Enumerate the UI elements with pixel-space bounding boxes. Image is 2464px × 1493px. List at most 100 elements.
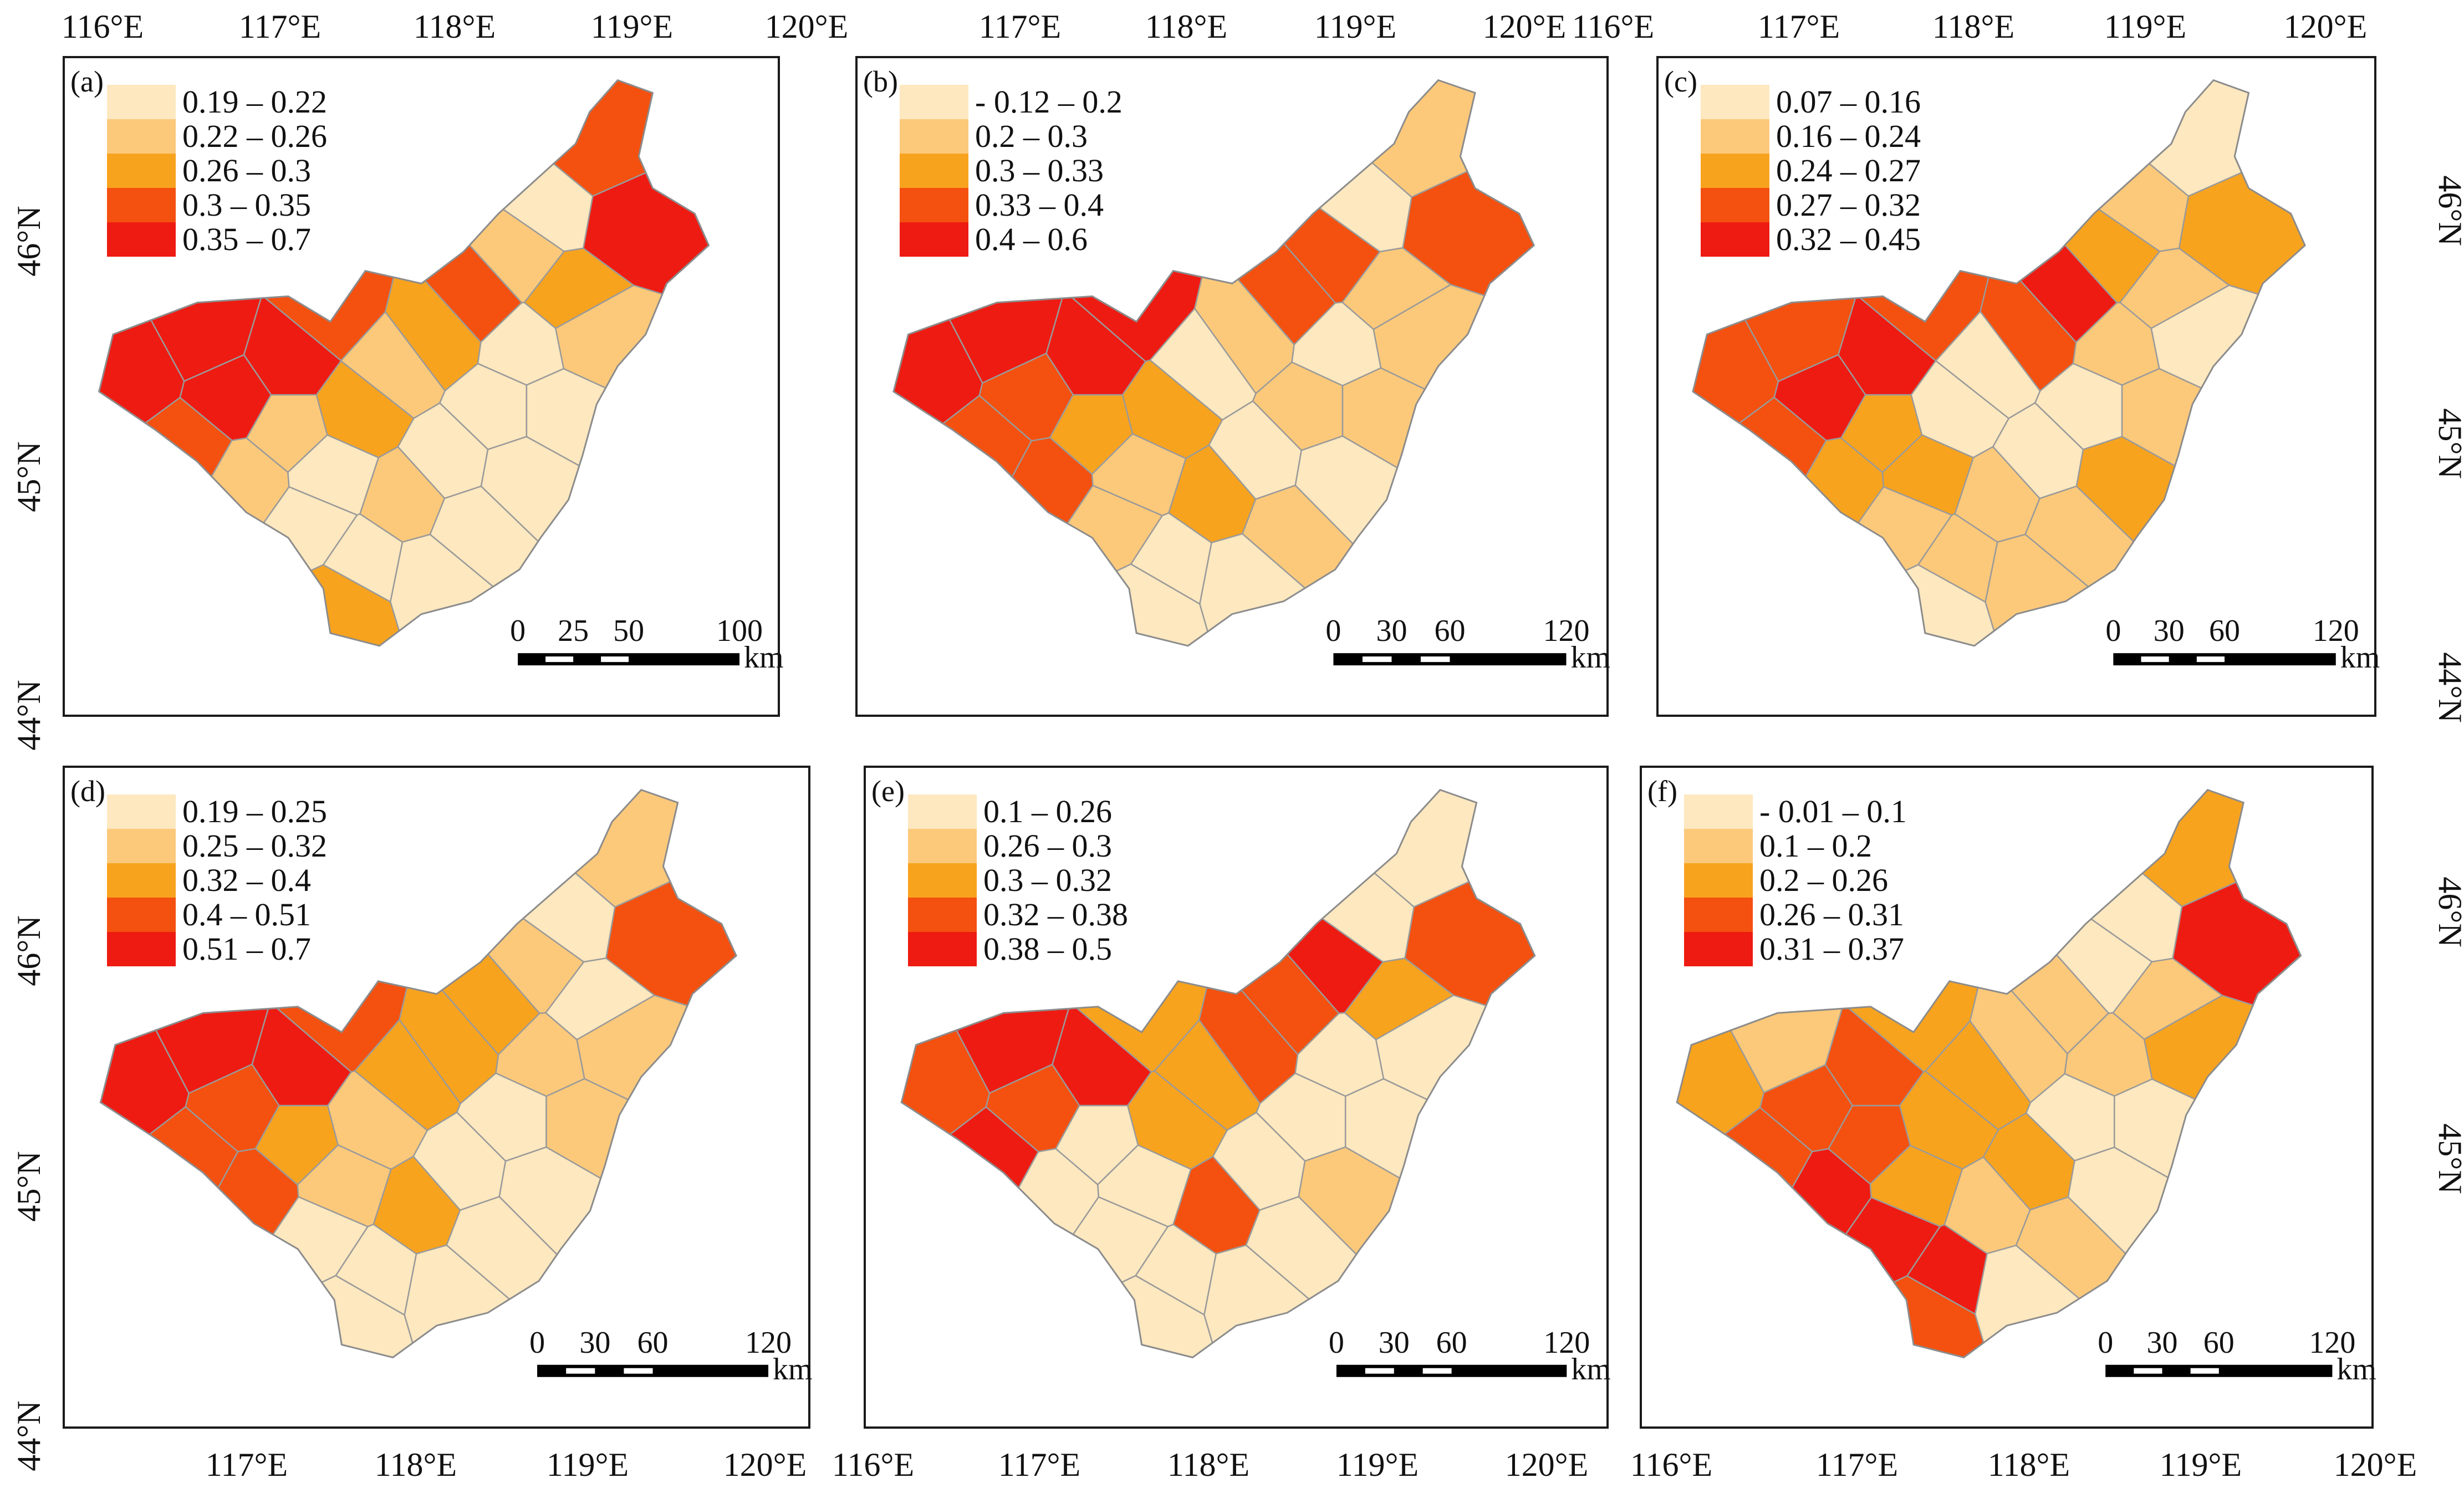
scale-bar-segment — [2141, 656, 2169, 663]
scale-tick-label: 30 — [579, 1326, 610, 1360]
scale-tick-label: 120 — [1543, 614, 1589, 648]
longitude-label: 118°E — [1167, 1446, 1249, 1483]
scale-bar-segment — [2190, 1368, 2219, 1374]
legend-swatch — [1701, 85, 1769, 119]
scale-tick-label: 120 — [1543, 1326, 1590, 1360]
legend-label: 0.26 – 0.3 — [182, 152, 311, 188]
legend-label: 0.19 – 0.22 — [182, 84, 327, 120]
longitude-label: 117°E — [998, 1446, 1080, 1483]
longitude-label: 117°E — [1816, 1446, 1898, 1483]
scale-tick-label: 0 — [2098, 1326, 2113, 1360]
legend-label: 0.32 – 0.38 — [983, 896, 1128, 933]
scale-bar-segment — [545, 656, 574, 663]
scale-unit: km — [1571, 1352, 1611, 1387]
scale-tick-label: 120 — [2313, 614, 2359, 648]
latitude-label: 46°N — [11, 915, 47, 986]
longitude-label: 119°E — [1336, 1446, 1419, 1483]
legend-swatch — [107, 829, 176, 863]
longitude-label: 116°E — [832, 1446, 914, 1483]
legend-label: 0.19 – 0.25 — [182, 793, 327, 829]
latitude-label: 45°N — [2432, 1123, 2464, 1194]
panel-f: (f) - 0.01 – 0.10.1 – 0.20.2 – 0.260.26 –… — [1640, 766, 2376, 1429]
legend-label: - 0.01 – 0.1 — [1759, 793, 1907, 829]
longitude-label: 120°E — [765, 8, 849, 45]
scale-bar-segment — [566, 1368, 595, 1374]
latitude-label: 46°N — [2432, 175, 2464, 246]
scale-tick-label: 120 — [2309, 1326, 2355, 1360]
legend-swatch — [107, 794, 176, 829]
legend-label: 0.2 – 0.3 — [975, 118, 1088, 154]
legend-label: - 0.12 – 0.2 — [975, 84, 1123, 120]
legend-swatch — [1701, 188, 1769, 222]
legend-label: 0.1 – 0.26 — [983, 793, 1112, 829]
legend-label: 0.3 – 0.33 — [975, 152, 1104, 188]
longitude-label: 118°E — [1988, 1446, 2070, 1483]
longitude-label: 120°E — [723, 1446, 807, 1483]
legend-swatch — [900, 222, 968, 257]
scale-tick-label: 0 — [1329, 1326, 1344, 1360]
legend-label: 0.35 – 0.7 — [182, 221, 311, 257]
scale-tick-label: 60 — [637, 1326, 669, 1360]
longitude-label: 119°E — [2160, 1446, 2242, 1483]
legend-label: 0.32 – 0.4 — [182, 862, 311, 898]
scale-tick-label: 100 — [716, 614, 763, 648]
panel-b: (b) - 0.12 – 0.20.2 – 0.30.3 – 0.330.33 –… — [855, 56, 1610, 717]
legend-swatch — [1684, 829, 1753, 863]
basin-outline — [892, 79, 1535, 647]
legend-label: 0.22 – 0.26 — [182, 118, 327, 154]
basin-outline — [1676, 788, 2302, 1359]
latitude-label: 45°N — [11, 1151, 47, 1221]
longitude-label: 118°E — [1145, 8, 1227, 45]
legend-label: 0.26 – 0.3 — [983, 828, 1112, 864]
legend-label: 0.1 – 0.2 — [1759, 828, 1872, 864]
latitude-label: 44°N — [11, 1400, 47, 1471]
longitude-label: 116°E — [62, 8, 144, 45]
scale-tick-label: 0 — [2105, 614, 2121, 648]
scale-tick-label: 50 — [613, 614, 644, 648]
basin-outline — [99, 788, 738, 1359]
legend-label: 0.16 – 0.24 — [1776, 118, 1921, 154]
legend-swatch — [1684, 932, 1753, 966]
legend-swatch — [1684, 898, 1753, 932]
longitude-label: 116°E — [1630, 1446, 1712, 1483]
legend-swatch — [107, 188, 176, 222]
latitude-label: 46°N — [2432, 877, 2464, 947]
panel-label: (e) — [871, 774, 905, 808]
scale-bar-segment — [1420, 656, 1450, 663]
legend-label: 0.51 – 0.7 — [182, 931, 311, 967]
longitude-label: 119°E — [591, 8, 673, 45]
legend-swatch — [107, 898, 176, 932]
legend-swatch — [107, 863, 176, 898]
legend-label: 0.07 – 0.16 — [1776, 84, 1921, 120]
longitude-label: 117°E — [239, 8, 321, 45]
longitude-label: 118°E — [375, 1446, 457, 1483]
scale-bar-segment — [2134, 1368, 2162, 1374]
legend-swatch — [1684, 863, 1753, 898]
legend-swatch — [900, 154, 968, 188]
legend-label: 0.38 – 0.5 — [983, 931, 1112, 967]
longitude-label: 119°E — [2104, 8, 2186, 45]
panel-d: (d) 0.19 – 0.250.25 – 0.320.32 – 0.40.4 –… — [63, 766, 813, 1429]
legend-label: 0.31 – 0.37 — [1759, 931, 1904, 967]
legend-swatch — [900, 119, 968, 154]
legend-label: 0.27 – 0.32 — [1776, 187, 1921, 223]
scale-tick-label: 60 — [2203, 1326, 2235, 1360]
scale-tick-label: 30 — [1379, 1326, 1410, 1360]
legend-swatch — [107, 932, 176, 966]
longitude-label: 117°E — [206, 1446, 288, 1483]
legend-swatch — [107, 154, 176, 188]
longitude-label: 117°E — [1758, 8, 1840, 45]
legend-label: 0.26 – 0.31 — [1759, 896, 1904, 933]
scale-bar-segment — [1365, 1368, 1394, 1374]
scale-unit: km — [744, 640, 784, 675]
longitude-label: 120°E — [1505, 1446, 1589, 1483]
panel-a: (a) 0.19 – 0.220.22 – 0.260.26 – 0.30.3 –… — [63, 56, 784, 717]
legend-label: 0.2 – 0.26 — [1759, 862, 1888, 898]
